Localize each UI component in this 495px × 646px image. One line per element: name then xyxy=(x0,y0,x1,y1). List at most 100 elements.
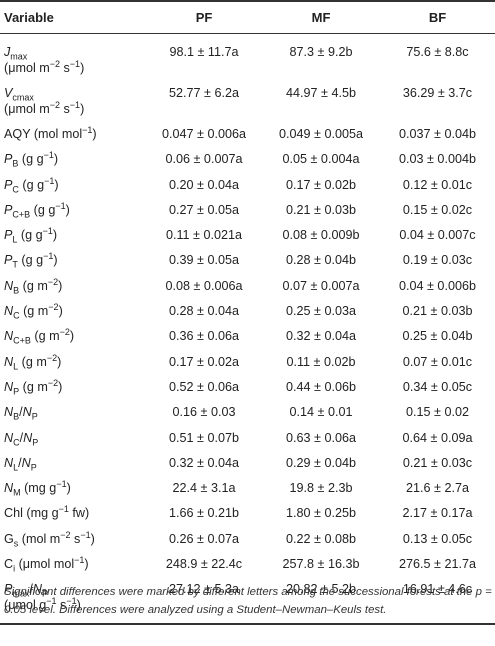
cell-mf: 0.29 ± 0.04b xyxy=(286,455,356,470)
cell-mf: 0.14 ± 0.01 xyxy=(289,405,353,420)
cell-mf: 0.25 ± 0.03a xyxy=(286,304,356,319)
cell-variable: PC+B (g g−1) xyxy=(4,200,70,220)
table-row: Jmax (μmol m−2 s−1) 98.1 ± 11.7a 87.3 ± 9.2… xyxy=(0,34,495,83)
cell-pf: 0.39 ± 0.05a xyxy=(169,253,239,268)
cell-variable: NL (g m−2) xyxy=(4,352,62,372)
cell-pf: 0.51 ± 0.07b xyxy=(169,430,239,445)
cell-variable: PT (g g−1) xyxy=(4,251,58,270)
cell-bf: 0.21 ± 0.03c xyxy=(402,455,473,470)
table-row: AQY (mol mol−1) 0.047 ± 0.006a 0.049 ± 0.0… xyxy=(0,123,495,148)
cell-bf: 0.03 ± 0.004b xyxy=(399,152,476,167)
cell-bf: 0.04 ± 0.007c xyxy=(399,228,476,243)
cell-pf: 1.66 ± 0.21b xyxy=(169,506,239,521)
cell-mf: 0.21 ± 0.03b xyxy=(286,202,356,217)
cell-pf: 0.28 ± 0.04a xyxy=(169,304,239,319)
cell-pf: 27.12 ± 5.3a xyxy=(146,578,262,626)
cell-variable: AQY (mol mol−1) xyxy=(4,124,97,141)
cell-bf: 36.29 ± 3.7c xyxy=(402,86,473,100)
table-row: PL (g g−1) 0.11 ± 0.021a 0.08 ± 0.009b 0.04… xyxy=(0,224,495,249)
cell-bf: 21.6 ± 2.7a xyxy=(406,481,469,496)
cell-pf: 0.20 ± 0.04a xyxy=(169,177,239,192)
cell-variable: NC/NP xyxy=(4,430,39,448)
table-row: Chl (mg g−1 fw) 1.66 ± 0.21b 1.80 ± 0.25b 2… xyxy=(0,502,495,527)
cell-pf: 22.4 ± 3.1a xyxy=(172,481,236,496)
cell-pf: 98.1 ± 11.7a xyxy=(169,45,239,59)
cell-variable: Gs (mol m−2 s−1) xyxy=(4,529,95,549)
cell-bf: 0.12 ± 0.01c xyxy=(402,177,473,192)
header-mf: MF xyxy=(262,0,380,34)
cell-bf: 0.19 ± 0.03c xyxy=(402,253,473,268)
cell-variable: PB (g g−1) xyxy=(4,150,59,169)
cell-bf: 0.037 ± 0.04b xyxy=(399,127,476,141)
table-row: NP (g m−2) 0.52 ± 0.06a 0.44 ± 0.06b 0.34 ±… xyxy=(0,376,495,401)
cell-pf: 0.36 ± 0.06a xyxy=(169,329,239,344)
table-row: PC+B (g g−1) 0.27 ± 0.05a 0.21 ± 0.03b 0.15… xyxy=(0,199,495,224)
cell-pf: 52.77 ± 6.2a xyxy=(169,86,239,100)
cell-mf: 44.97 ± 4.5b xyxy=(286,86,356,100)
cell-variable: NL/NP xyxy=(4,455,37,473)
cell-bf: 2.17 ± 0.17a xyxy=(402,506,473,521)
cell-pf: 0.16 ± 0.03 xyxy=(172,405,236,420)
cell-bf: 276.5 ± 21.7a xyxy=(399,557,476,572)
table-row: PB (g g−1) 0.06 ± 0.007a 0.05 ± 0.004a 0.03… xyxy=(0,148,495,173)
table-row: PT (g g−1) 0.39 ± 0.05a 0.28 ± 0.04b 0.19 ±… xyxy=(0,249,495,274)
header-pf: PF xyxy=(146,0,262,34)
cell-variable: NP (g m−2) xyxy=(4,377,63,397)
cell-variable: Chl (mg g−1 fw) xyxy=(4,504,90,521)
cell-bf: 0.13 ± 0.05c xyxy=(402,531,473,546)
header-variable: Variable xyxy=(0,0,146,34)
table-row: NC (g m−2) 0.28 ± 0.04a 0.25 ± 0.03a 0.21 ±… xyxy=(0,300,495,325)
cell-mf: 0.63 ± 0.06a xyxy=(286,430,356,445)
cell-bf: 16.91 ± 4.6c xyxy=(380,578,495,626)
table-body: Jmax (μmol m−2 s−1) 98.1 ± 11.7a 87.3 ± 9.2… xyxy=(0,34,495,626)
table-row: Vcmax (μmol m−2 s−1) 52.77 ± 6.2a 44.97 ± 4… xyxy=(0,82,495,123)
cell-pf: 0.06 ± 0.007a xyxy=(165,152,243,167)
table-row: NB/NP 0.16 ± 0.03 0.14 ± 0.01 0.15 ± 0.02 xyxy=(0,401,495,426)
cell-bf: 75.6 ± 8.8c xyxy=(406,45,469,59)
cell-variable: NC+B (g m−2) xyxy=(4,327,75,346)
cell-variable: NB/NP xyxy=(4,405,38,422)
cell-mf: 0.22 ± 0.08b xyxy=(286,531,356,546)
cell-bf: 0.34 ± 0.05c xyxy=(402,379,473,394)
cell-pf: 0.26 ± 0.07a xyxy=(169,531,239,546)
cell-variable: PC (g g−1) xyxy=(4,175,59,195)
cell-mf: 0.05 ± 0.004a xyxy=(282,152,360,167)
table-footnote: Significant differences were marked by d… xyxy=(4,586,492,616)
cell-variable: Ci (μmol mol−1) xyxy=(4,554,89,574)
cell-mf: 0.32 ± 0.04a xyxy=(286,329,356,344)
cell-pf: 0.32 ± 0.04a xyxy=(169,455,239,470)
table-row: Ci (μmol mol−1) 248.9 ± 22.4c 257.8 ± 16.3… xyxy=(0,553,495,578)
cell-bf: 0.15 ± 0.02c xyxy=(402,202,473,217)
cell-bf: 0.15 ± 0.02 xyxy=(406,405,469,420)
cell-mf: 0.28 ± 0.04b xyxy=(286,253,356,268)
table-row: NM (mg g−1) 22.4 ± 3.1a 19.8 ± 2.3b 21.6 ± … xyxy=(0,477,495,502)
table-row: Gs (mol m−2 s−1) 0.26 ± 0.07a 0.22 ± 0.08b… xyxy=(0,528,495,553)
table-row: Pmax/NP (μmol g−1 s−1) 27.12 ± 5.3a 20.82 ±… xyxy=(0,578,495,626)
cell-bf: 0.07 ± 0.01c xyxy=(402,354,473,369)
cell-mf: 0.17 ± 0.02b xyxy=(286,177,356,192)
table-row: NC/NP 0.51 ± 0.07b 0.63 ± 0.06a 0.64 ± 0.09… xyxy=(0,427,495,452)
cell-mf: 0.08 ± 0.009b xyxy=(282,228,360,243)
cell-mf: 0.07 ± 0.007a xyxy=(282,278,360,293)
cell-variable: NC (g m−2) xyxy=(4,301,63,321)
cell-variable: NM (mg g−1) xyxy=(4,478,71,498)
cell-pf: 0.11 ± 0.021a xyxy=(165,228,242,243)
cell-pf: 0.27 ± 0.05a xyxy=(169,202,239,217)
cell-pf: 0.17 ± 0.02a xyxy=(169,354,239,369)
cell-mf: 87.3 ± 9.2b xyxy=(289,45,353,59)
table-row: PC (g g−1) 0.20 ± 0.04a 0.17 ± 0.02b 0.12 ±… xyxy=(0,174,495,199)
table-row: NC+B (g m−2) 0.36 ± 0.06a 0.32 ± 0.04a 0.25… xyxy=(0,325,495,350)
table-header-row: Variable PF MF BF xyxy=(0,0,495,34)
cell-mf: 20.82 ± 5.2b xyxy=(262,578,380,626)
cell-variable: PL (g g−1) xyxy=(4,226,58,245)
cell-variable: Pmax/NP (μmol g−1 s−1) xyxy=(0,578,146,626)
cell-mf: 19.8 ± 2.3b xyxy=(289,481,353,496)
cell-pf: 0.047 ± 0.006a xyxy=(162,127,246,141)
cell-bf: 0.25 ± 0.04b xyxy=(402,329,473,344)
data-table: Variable PF MF BF Jmax (μmol m−2 s−1) 98.1… xyxy=(0,0,495,626)
cell-mf: 0.44 ± 0.06b xyxy=(286,379,356,394)
cell-pf: 0.52 ± 0.06a xyxy=(169,379,239,394)
cell-bf: 0.21 ± 0.03b xyxy=(402,304,473,319)
cell-mf: 0.049 ± 0.005a xyxy=(279,127,363,141)
